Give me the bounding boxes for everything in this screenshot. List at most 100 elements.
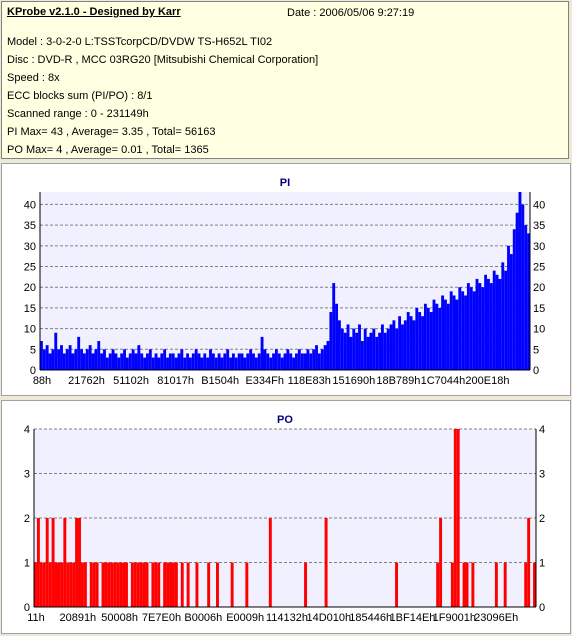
pi-chart: PI 0 0 5 5 10 10 15 15 20 20 25 25 30 30 35 35 40 40 88h 217… xyxy=(24,177,546,387)
po-bar xyxy=(83,562,87,607)
pi-y-tick-label-right: 35 xyxy=(533,220,545,232)
po-bar xyxy=(69,562,73,607)
pi-bar xyxy=(65,349,69,370)
pi-bar xyxy=(229,357,232,370)
po-y-tick-label-left: 2 xyxy=(24,513,30,525)
po-bar xyxy=(42,562,46,607)
po-x-tick-label: 1F9001h xyxy=(433,612,476,624)
pi-bar xyxy=(252,353,255,370)
pi-bar xyxy=(123,349,126,370)
pi-bar xyxy=(249,349,253,370)
po-bar xyxy=(95,562,99,607)
po-bar xyxy=(57,562,61,607)
po-bar xyxy=(195,562,199,607)
po-chart: PO 0 0 1 1 2 2 3 3 4 4 11h 20891h 50008h 7E7E0h B0006h E… xyxy=(24,414,545,624)
po-bar xyxy=(166,562,170,607)
po-bar xyxy=(54,562,58,607)
po-bar xyxy=(75,518,79,607)
pi-bar xyxy=(154,353,158,370)
pi-bar xyxy=(194,349,198,370)
pi-bar xyxy=(380,324,384,370)
pi-bar xyxy=(421,316,424,370)
pi-bar xyxy=(231,353,235,370)
pi-bar xyxy=(220,357,224,370)
pi-bar xyxy=(332,283,336,370)
pi-y-tick-label-left: 5 xyxy=(30,344,36,356)
pi-bar xyxy=(418,312,422,370)
pi-bar xyxy=(326,341,330,370)
po-x-tick-label: 114132h xyxy=(266,612,308,624)
pi-bar xyxy=(48,353,52,370)
pi-bar xyxy=(372,328,376,370)
po-bar xyxy=(113,562,117,607)
pi-bar xyxy=(512,229,516,370)
pi-bar xyxy=(469,287,473,370)
pi-bar xyxy=(501,262,505,370)
pi-bar xyxy=(498,278,502,370)
pi-bar xyxy=(366,336,370,370)
pi-bar xyxy=(369,332,373,370)
pi-x-tick-label: 51102h xyxy=(113,375,149,387)
pi-x-tick-label: 118E83h xyxy=(288,375,331,387)
pi-bar xyxy=(134,353,138,370)
po-x-tick-label: 1BF14Eh xyxy=(390,612,436,624)
pi-bar xyxy=(180,349,184,370)
pi-bar xyxy=(398,316,402,370)
pi-bar xyxy=(492,270,496,370)
pi-bar xyxy=(197,353,201,370)
pi-bar xyxy=(289,353,293,370)
pi-bar xyxy=(375,336,379,370)
pi-x-tick-label: 1C7044h xyxy=(421,375,466,387)
po-bar xyxy=(163,562,167,607)
po-x-tick-label: 11h xyxy=(27,612,45,624)
disc-line: Disc : DVD-R , MCC 03RG20 [Mitsubishi Ch… xyxy=(7,54,319,66)
po-bar xyxy=(154,562,158,607)
po-bar xyxy=(230,562,234,607)
pi-bar xyxy=(446,303,450,370)
po-bar xyxy=(130,562,134,607)
po-bar xyxy=(142,562,146,607)
pi-bar xyxy=(472,291,476,370)
pi-bar xyxy=(263,349,267,370)
pi-bar xyxy=(323,345,327,370)
po-bar xyxy=(101,562,105,607)
pi-bar xyxy=(412,320,416,370)
pi-bar xyxy=(200,357,204,370)
pi-bar xyxy=(286,349,290,370)
pi-bar xyxy=(489,283,493,370)
po-bar xyxy=(450,562,454,607)
pi-bar xyxy=(386,328,390,370)
pi-bar xyxy=(143,357,147,370)
pi-bar xyxy=(507,245,510,370)
po-bar xyxy=(116,562,120,607)
po-bar xyxy=(139,562,143,607)
po-bar xyxy=(395,562,399,607)
po-x-tick-label: 23096Eh xyxy=(474,612,518,624)
po-summary-line: PO Max= 4 , Average= 0.01 , Total= 1365 xyxy=(7,144,209,156)
pi-bar xyxy=(51,349,55,370)
pi-bar xyxy=(100,353,104,370)
pi-y-tick-label-right: 0 xyxy=(533,365,539,377)
pi-bar xyxy=(521,204,525,370)
pi-bar xyxy=(183,357,187,370)
pi-chart-title: PI xyxy=(280,177,290,189)
po-x-tick-label: 185446h xyxy=(349,612,392,624)
pi-bar xyxy=(206,357,210,370)
pi-y-tick-label-left: 10 xyxy=(24,324,36,336)
pi-y-tick-label-left: 30 xyxy=(24,241,36,253)
po-bar xyxy=(39,562,43,607)
po-x-tick-label: B0006h xyxy=(184,612,222,624)
pi-bar xyxy=(487,278,490,370)
pi-x-tick-label: 88h xyxy=(33,375,51,387)
pi-bar xyxy=(297,349,301,370)
pi-bar xyxy=(148,349,152,370)
po-bar xyxy=(524,562,528,607)
pi-bar xyxy=(395,328,399,370)
po-bar xyxy=(36,518,40,607)
po-chart-panel: PO 0 0 1 1 2 2 3 3 4 4 11h 20891h 50008h 7E7E0h B0006h E… xyxy=(1,400,571,634)
pi-bar xyxy=(423,303,427,370)
pi-bar xyxy=(117,357,121,370)
pi-bar xyxy=(452,295,456,370)
pi-bar xyxy=(166,357,169,370)
pi-y-tick-label-right: 15 xyxy=(533,303,545,315)
